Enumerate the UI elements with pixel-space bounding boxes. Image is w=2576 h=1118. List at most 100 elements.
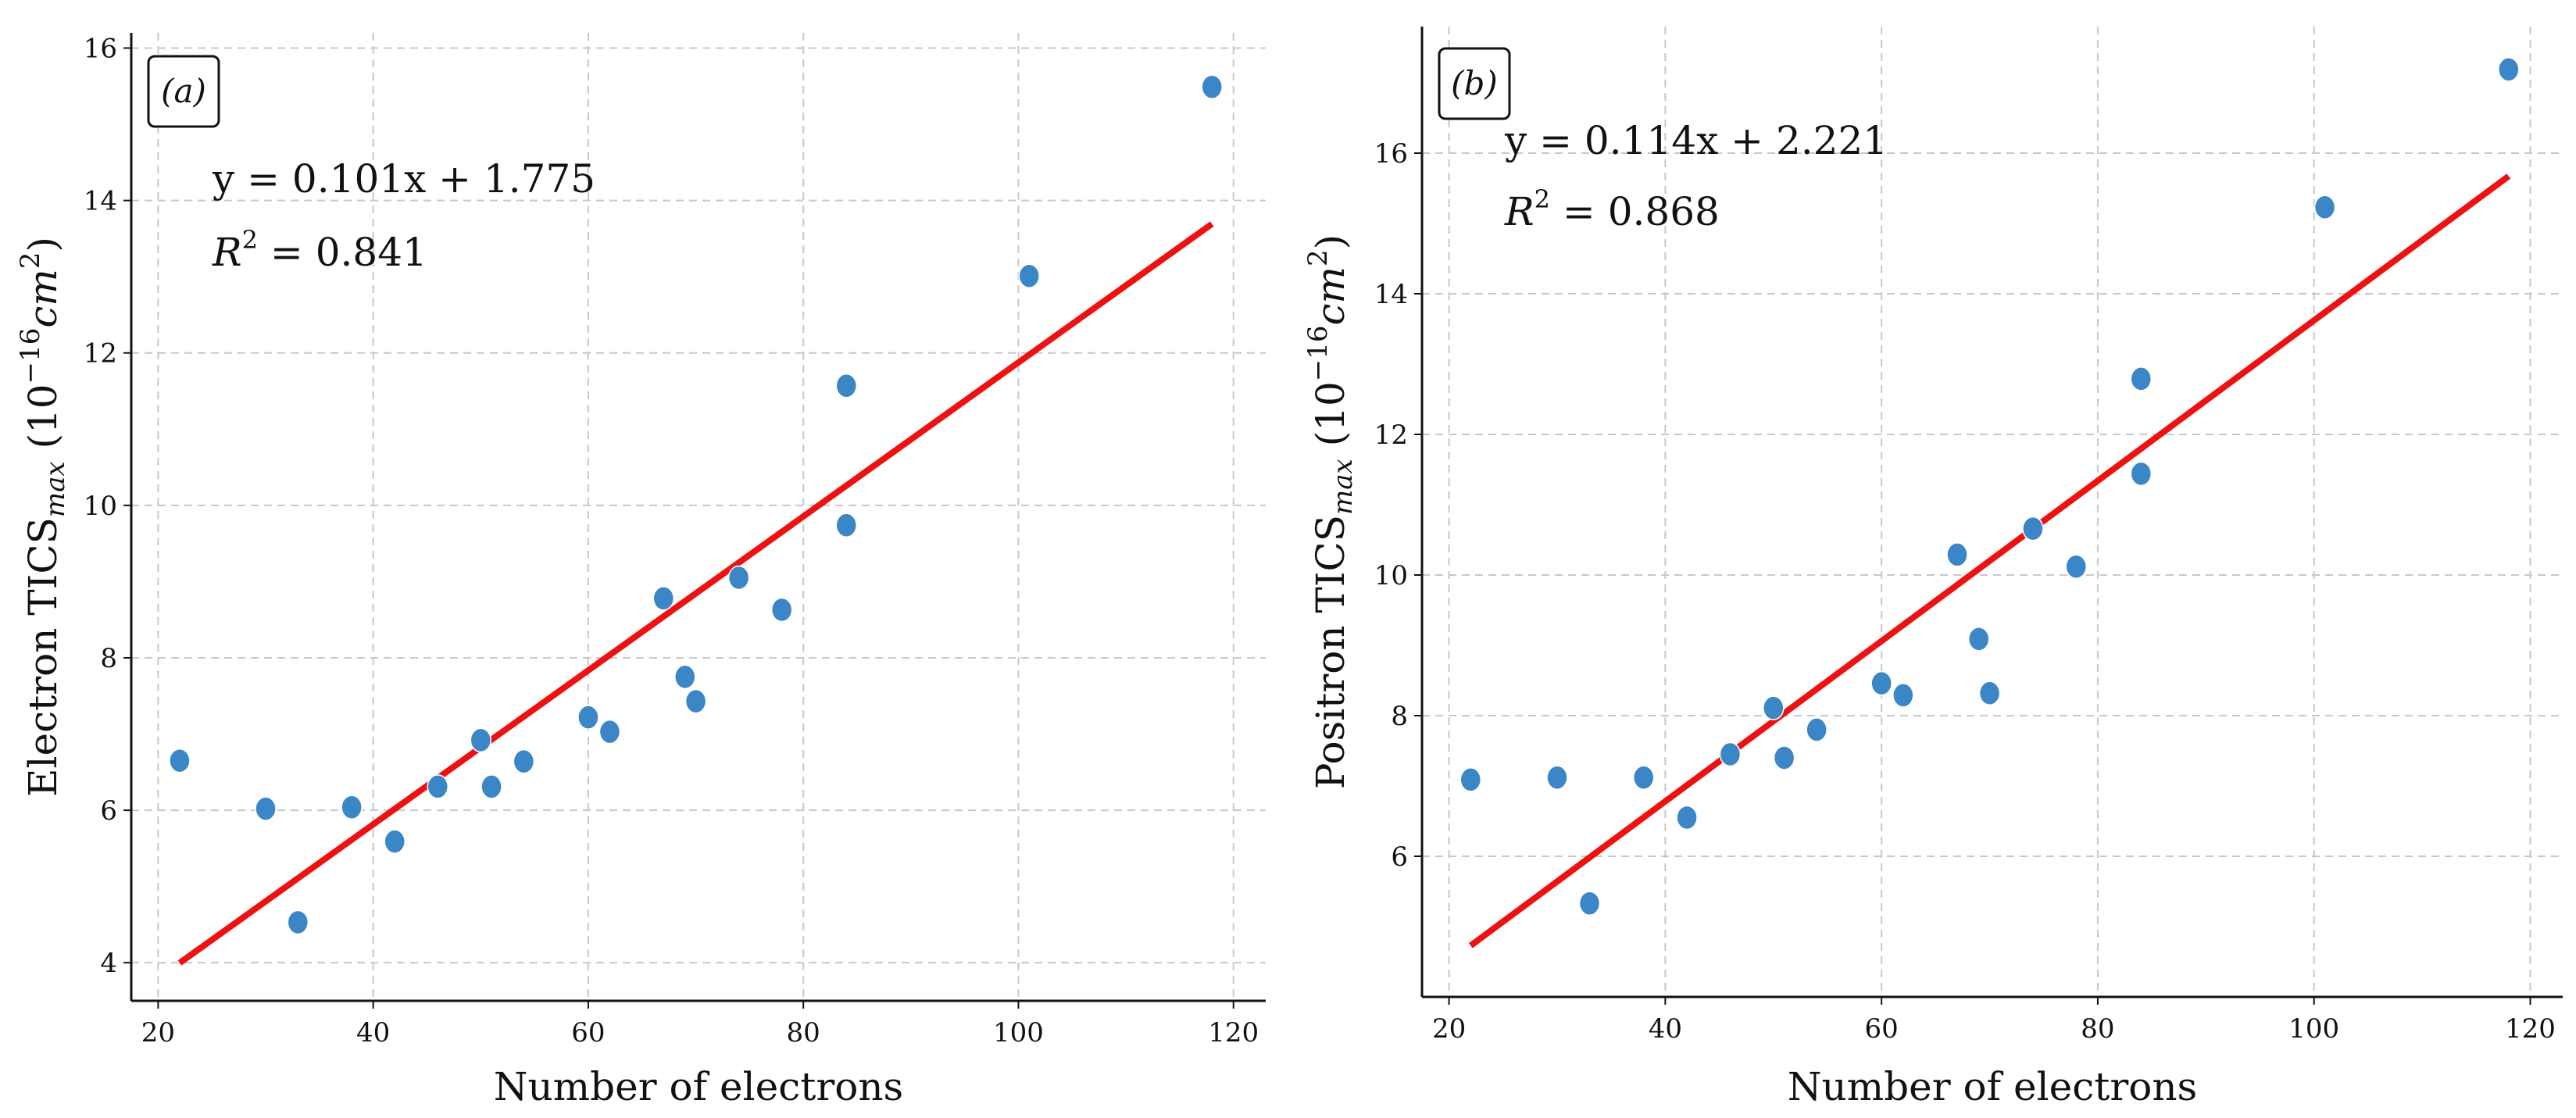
y-tick-label: 12: [84, 338, 117, 370]
panel-label-box: [1438, 47, 1511, 120]
y-tick-label: 6: [1391, 841, 1408, 873]
data-point: [1546, 765, 1568, 790]
grid: [131, 33, 1266, 1001]
y-axis-title-subscript: max: [40, 461, 71, 517]
x-tick-label: 80: [2081, 1013, 2114, 1045]
data-point: [1632, 765, 1655, 790]
data-point: [835, 373, 857, 398]
y-axis-unit-cm: cm: [20, 269, 66, 327]
x-tick-label: 40: [356, 1017, 390, 1048]
fit-line: [1468, 173, 2511, 948]
data-point: [481, 774, 502, 799]
data-point: [1870, 670, 1892, 696]
y-tick-label: 10: [84, 491, 117, 522]
data-points: [169, 74, 1223, 935]
r-squared-symbol: R: [212, 230, 242, 275]
data-point: [1763, 695, 1785, 720]
y-tick-label: 8: [100, 643, 117, 674]
x-tick-label: 20: [141, 1017, 175, 1048]
data-point: [513, 748, 535, 774]
data-point: [1978, 680, 2001, 705]
y-tick-label: 8: [1391, 701, 1408, 732]
data-point: [1719, 741, 1742, 767]
fit-equation: y = 0.114x + 2.221: [1504, 118, 1888, 163]
x-tick-label: 80: [787, 1017, 820, 1048]
y-axis-unit-open: (10: [1308, 381, 1353, 459]
x-tick-label: 60: [1865, 1013, 1899, 1045]
x-tick-label: 120: [2505, 1013, 2556, 1045]
r-squared-value: = 0.841: [258, 230, 427, 275]
data-point: [598, 719, 621, 745]
y-axis-unit-cm-exponent: 2: [15, 252, 46, 270]
y-axis-unit-exponent: −16: [15, 328, 46, 384]
panel-b: 20 40 60 80 100 120 6 8 10 12 14 16 (b)y = 0.114x + …: [1302, 27, 2563, 1109]
y-axis-unit-close: ): [1308, 234, 1353, 250]
x-tick-label: 100: [2288, 1013, 2339, 1045]
data-point: [2065, 554, 2088, 579]
y-axis-title: Positron TICSmax (10−16cm2): [1302, 234, 1359, 789]
x-tick-label: 120: [1208, 1017, 1259, 1048]
fit-line: [177, 221, 1214, 966]
r-squared: R2 = 0.841: [212, 225, 427, 275]
data-point: [287, 909, 309, 935]
grid: [1422, 27, 2563, 997]
data-point: [1018, 263, 1040, 288]
y-tick-label: 14: [1374, 279, 1408, 310]
data-point: [1773, 745, 1795, 770]
r-squared-superscript: 2: [242, 225, 258, 255]
panel-a: 20 40 60 80 100 120 4 6 8 10 12 14 16 (a) y = 0.101x +…: [15, 33, 1266, 1109]
data-point: [2130, 461, 2153, 487]
y-axis-title-main: Positron TICS: [1308, 515, 1353, 789]
data-point: [1676, 805, 1698, 830]
fit-equation: y = 0.101x + 1.775: [212, 156, 595, 202]
data-point: [1806, 717, 1827, 742]
data-point: [770, 597, 793, 623]
data-point: [470, 727, 492, 753]
y-tick-label: 10: [1374, 560, 1408, 591]
y-axis-unit-exponent: −16: [1302, 325, 1334, 381]
r-squared-superscript: 2: [1535, 184, 1550, 214]
data-point: [1201, 74, 1223, 100]
data-point: [1967, 627, 1990, 652]
y-axis-unit-open: (10: [20, 384, 66, 461]
data-point: [255, 796, 277, 821]
y-tick-label: 4: [100, 948, 117, 979]
y-axis-unit-cm: cm: [1308, 266, 1353, 325]
x-axis-title: Number of electrons: [494, 1064, 903, 1109]
data-point: [1578, 891, 1601, 916]
data-point: [1946, 542, 1968, 567]
y-axis-unit-close: ): [20, 237, 66, 252]
y-axis-title-subscript: max: [1327, 459, 1359, 515]
y-tick-label: 16: [1374, 138, 1408, 170]
y-tick-label: 14: [84, 186, 117, 217]
data-point: [1459, 767, 1482, 792]
data-point: [684, 688, 707, 714]
data-point: [2022, 516, 2044, 541]
data-point: [577, 705, 599, 730]
y-axis-title-main: Electron TICS: [20, 517, 66, 797]
data-point: [727, 565, 750, 591]
x-tick-label: 40: [1649, 1013, 1682, 1045]
panel-label: (a): [161, 72, 206, 110]
r-squared-value: = 0.868: [1550, 189, 1720, 234]
y-tick-label: 6: [100, 795, 117, 827]
panel-label-box: [147, 55, 220, 128]
data-point: [835, 513, 857, 538]
data-points: [1459, 57, 2520, 916]
y-axis-title: Electron TICSmax (10−16cm2): [15, 237, 71, 797]
data-point: [674, 664, 696, 690]
r-squared: R2 = 0.868: [1504, 184, 1720, 234]
data-point: [2130, 366, 2153, 391]
r-squared-symbol: R: [1504, 189, 1535, 234]
x-tick-label: 100: [993, 1017, 1044, 1048]
y-tick-label: 16: [84, 34, 117, 65]
data-point: [652, 586, 675, 611]
data-point: [384, 829, 406, 854]
y-tick-label: 12: [1374, 420, 1408, 451]
data-point: [2498, 57, 2520, 82]
data-point: [2313, 195, 2336, 220]
data-point: [427, 774, 448, 799]
panel-label: (b): [1451, 64, 1498, 102]
x-axis-title: Number of electrons: [1788, 1064, 2197, 1109]
